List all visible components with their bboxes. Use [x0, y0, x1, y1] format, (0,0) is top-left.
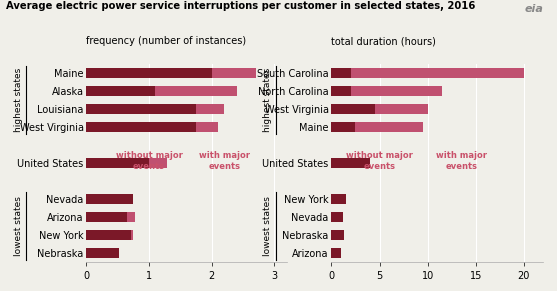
- Bar: [331, 68, 524, 78]
- Text: with major
events: with major events: [199, 151, 250, 171]
- Bar: [331, 68, 351, 78]
- Bar: [86, 68, 212, 78]
- Bar: [86, 104, 224, 114]
- Bar: [331, 86, 351, 96]
- Bar: [86, 194, 133, 204]
- Bar: [86, 212, 127, 222]
- Bar: [86, 248, 119, 258]
- Text: with major
events: with major events: [436, 151, 487, 171]
- Text: without major
events: without major events: [115, 151, 183, 171]
- Bar: [331, 212, 343, 222]
- Bar: [86, 122, 196, 132]
- Bar: [331, 248, 341, 258]
- Bar: [86, 158, 167, 168]
- Bar: [331, 158, 370, 168]
- Bar: [331, 104, 375, 114]
- Text: eia: eia: [524, 4, 543, 14]
- Bar: [331, 212, 343, 222]
- Bar: [86, 122, 218, 132]
- Text: lowest states: lowest states: [14, 196, 23, 256]
- Bar: [86, 230, 131, 240]
- Bar: [331, 248, 341, 258]
- Bar: [331, 122, 423, 132]
- Bar: [86, 158, 149, 168]
- Bar: [86, 212, 135, 222]
- Bar: [331, 122, 355, 132]
- Bar: [86, 248, 119, 258]
- Bar: [331, 194, 346, 204]
- Text: highest states: highest states: [14, 68, 23, 132]
- Bar: [331, 230, 344, 240]
- Text: frequency (number of instances): frequency (number of instances): [86, 36, 246, 46]
- Text: without major
events: without major events: [346, 151, 413, 171]
- Bar: [331, 158, 370, 168]
- Bar: [331, 194, 346, 204]
- Bar: [331, 104, 428, 114]
- Bar: [86, 104, 196, 114]
- Bar: [86, 230, 133, 240]
- Bar: [86, 194, 133, 204]
- Bar: [331, 230, 344, 240]
- Text: total duration (hours): total duration (hours): [331, 36, 436, 46]
- Text: Average electric power service interruptions per customer in selected states, 20: Average electric power service interrupt…: [6, 1, 475, 11]
- Bar: [86, 86, 155, 96]
- Bar: [331, 86, 442, 96]
- Bar: [86, 86, 237, 96]
- Text: lowest states: lowest states: [263, 196, 272, 256]
- Text: highest states: highest states: [263, 68, 272, 132]
- Bar: [86, 68, 256, 78]
